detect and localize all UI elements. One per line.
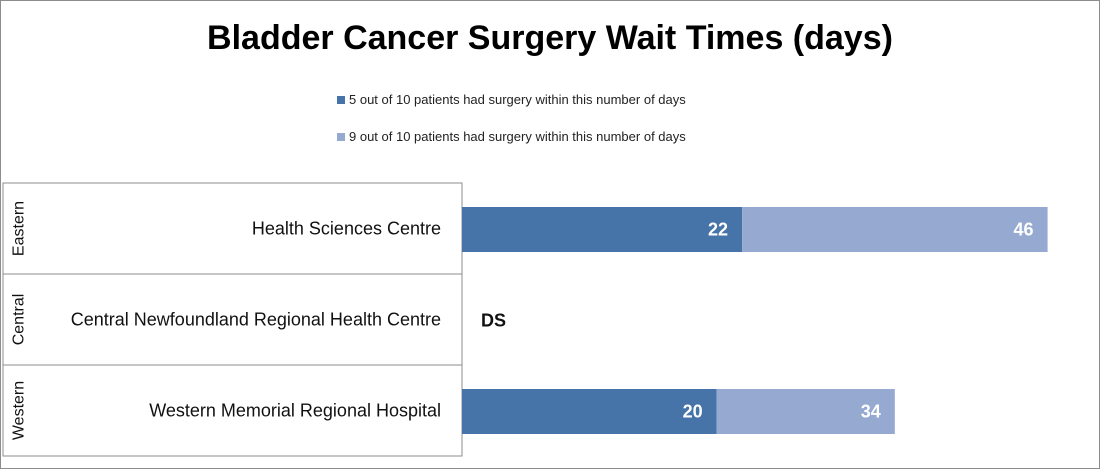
region-label: Eastern	[11, 201, 28, 256]
chart-title: Bladder Cancer Surgery Wait Times (days)	[207, 19, 893, 57]
hospital-label: Health Sciences Centre	[252, 219, 441, 239]
hospital-label: Central Newfoundland Regional Health Cen…	[71, 310, 441, 330]
data-label: 20	[683, 402, 703, 422]
legend-swatch	[337, 132, 345, 141]
region-label: Central	[11, 294, 28, 346]
region-label: Western	[11, 381, 28, 440]
hospital-label: Western Memorial Regional Hospital	[149, 401, 441, 421]
data-label: 34	[861, 402, 881, 422]
data-label: 46	[1014, 220, 1034, 240]
bar-90th	[716, 389, 895, 434]
legend-label: 5 out of 10 patients had surgery within …	[349, 92, 686, 107]
legend-item-90th: 9 out of 10 patients had surgery within …	[337, 129, 686, 144]
bar-90th	[742, 207, 1048, 252]
legend-label: 9 out of 10 patients had surgery within …	[349, 129, 686, 144]
suppressed-annotation: DS	[481, 311, 506, 331]
legend-swatch	[337, 95, 345, 104]
bar-median	[462, 389, 717, 434]
legend-item-median: 5 out of 10 patients had surgery within …	[337, 92, 686, 107]
data-label: 22	[708, 220, 728, 240]
bar-median	[462, 207, 743, 252]
